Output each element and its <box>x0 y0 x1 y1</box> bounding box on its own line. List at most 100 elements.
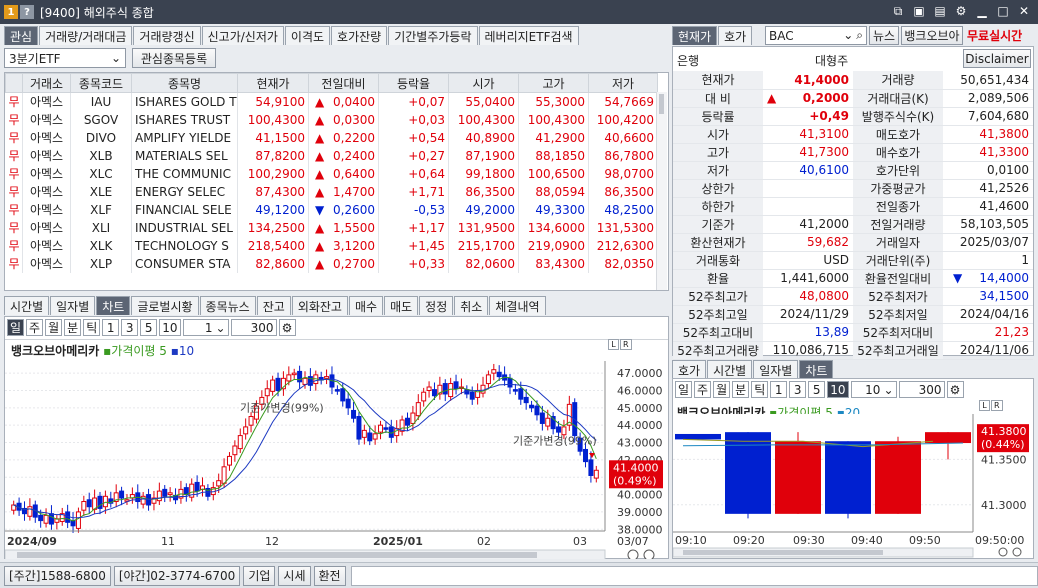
chart-tab-4[interactable]: 종목뉴스 <box>199 296 256 315</box>
table-row[interactable]: 무 아멕스 XLK TECHNOLOGY S 218,5400 ▲ 3,1200 +1,45 2… <box>5 236 658 255</box>
left-tab-7[interactable]: 레버리지ETF검색 <box>478 26 579 45</box>
table-row[interactable]: 무 아멕스 XLP CONSUMER STA 82,8600 ▲ 0,2700 +0,33 82… <box>5 254 658 273</box>
chart-tab-2[interactable]: 차트 <box>96 296 131 315</box>
column-header[interactable]: 현재가 <box>237 73 309 93</box>
left-tab-3[interactable]: 신고가/신저가 <box>201 26 284 45</box>
period-button-3[interactable]: 분 <box>732 381 750 398</box>
intraday-log-toggle[interactable]: L <box>979 400 990 411</box>
search-icon[interactable]: ⌕ <box>856 28 863 42</box>
help-icon[interactable]: ? <box>20 5 34 19</box>
zoom-in-icon[interactable] <box>1012 547 1022 557</box>
chart-tab-10[interactable]: 취소 <box>454 296 489 315</box>
column-header[interactable]: 거래소 <box>22 73 71 93</box>
table-row[interactable]: 무 아멕스 XLF FINANCIAL SELE 49,1200 ▼ 0,2600 -0,53… <box>5 200 658 219</box>
period-button-2[interactable]: 월 <box>45 319 63 336</box>
period-button-7[interactable]: 5 <box>808 381 826 398</box>
group-select[interactable]: 3분기ETF ⌄ <box>4 48 126 68</box>
maximize-icon[interactable]: □ <box>997 4 1009 18</box>
daily-candlestick-chart[interactable]: 47.000046.000045.000044.000043.000042.00… <box>5 339 668 559</box>
quote-tab-0[interactable]: 현재가 <box>672 26 718 45</box>
company-info-button[interactable]: 기업 <box>243 565 276 586</box>
chart-tab-8[interactable]: 매도 <box>384 296 419 315</box>
quote-tab-1[interactable]: 호가 <box>718 26 753 45</box>
column-header[interactable]: 고가 <box>518 73 589 93</box>
period-button-5[interactable]: 1 <box>102 319 120 336</box>
column-header[interactable]: 저가 <box>588 73 658 93</box>
intraday-invert-toggle[interactable]: R <box>991 400 1003 411</box>
period-button-3[interactable]: 분 <box>64 319 82 336</box>
register-watchlist-button[interactable]: 관심종목등록 <box>132 48 216 68</box>
column-header[interactable]: 종목명 <box>131 73 238 93</box>
left-tab-5[interactable]: 호가잔량 <box>331 26 388 45</box>
chart-settings-icon[interactable]: ⚙ <box>946 381 964 398</box>
chart-tab-5[interactable]: 잔고 <box>256 296 291 315</box>
column-header[interactable]: 등락율 <box>378 73 449 93</box>
intraday-candlestick-chart[interactable]: 41.3500 41.3000 41.3800(0.44%) 09:10 09:20 09… <box>673 400 1033 558</box>
exchange-button[interactable]: 환전 <box>313 565 346 586</box>
left-tab-6[interactable]: 기간별주가등락 <box>388 26 478 45</box>
zoom-in-icon[interactable] <box>643 549 655 559</box>
close-icon[interactable]: ✕ <box>1018 4 1030 18</box>
intraday-tab-3[interactable]: 차트 <box>799 360 834 379</box>
zoom-out-icon[interactable] <box>998 547 1008 557</box>
table-row[interactable]: 무 아멕스 DIVO AMPLIFY YIELDE 41,1500 ▲ 0,2200 +0,5… <box>5 128 658 147</box>
minimize-icon[interactable]: ▁ <box>977 4 987 18</box>
left-tab-4[interactable]: 이격도 <box>284 26 331 45</box>
link-icon[interactable]: ⧉ <box>893 3 903 18</box>
intraday-tab-1[interactable]: 시간별 <box>707 360 753 379</box>
left-tab-1[interactable]: 거래량/거래대금 <box>39 26 133 45</box>
chart-tab-7[interactable]: 매수 <box>348 296 384 315</box>
zoom-out-icon[interactable] <box>627 549 639 559</box>
column-header[interactable]: 전일대비 <box>308 73 379 93</box>
vertical-scrollbar[interactable] <box>656 92 667 290</box>
log-scale-toggle[interactable]: L <box>608 339 619 350</box>
chart-tab-9[interactable]: 정정 <box>419 296 454 315</box>
table-row[interactable]: 무 아멕스 XLB MATERIALS SEL 87,8200 ▲ 0,2400 +0,27 8… <box>5 146 658 165</box>
period-button-6[interactable]: 3 <box>121 319 139 336</box>
scrollbar-thumb[interactable] <box>683 550 883 555</box>
day-phone-button[interactable]: [주간]1588-6800 <box>4 565 111 586</box>
table-row[interactable]: 무 아멕스 IAU ISHARES GOLD T 54,9100 ▲ 0,0400 +0,07… <box>5 92 658 111</box>
period-button-5[interactable]: 1 <box>770 381 788 398</box>
period-button-4[interactable]: 틱 <box>751 381 769 398</box>
period-button-2[interactable]: 월 <box>713 381 731 398</box>
period-value-select[interactable]: 10 ⌄ <box>850 381 897 398</box>
chart-tab-3[interactable]: 글로벌시황 <box>131 296 199 315</box>
company-button[interactable]: 뱅크오브아 <box>901 26 963 45</box>
period-button-1[interactable]: 주 <box>26 319 44 336</box>
chart-tab-6[interactable]: 외화잔고 <box>291 296 348 315</box>
disclaimer-button[interactable]: Disclaimer <box>963 49 1031 68</box>
count-input[interactable]: 300 <box>898 381 945 398</box>
intraday-tab-2[interactable]: 일자별 <box>753 360 799 379</box>
period-button-0[interactable]: 일 <box>7 319 25 336</box>
period-button-7[interactable]: 5 <box>140 319 158 336</box>
chart-tab-1[interactable]: 일자별 <box>50 296 96 315</box>
gear-icon[interactable]: ⚙ <box>955 4 967 18</box>
period-button-8[interactable]: 10 <box>159 319 181 336</box>
chart-tab-11[interactable]: 체결내역 <box>489 296 546 315</box>
scrollbar-thumb[interactable] <box>17 552 537 558</box>
symbol-input[interactable]: BAC ⌄ ⌕ <box>765 26 867 45</box>
screen-icon[interactable]: ▣ <box>913 4 925 18</box>
table-row[interactable]: 무 아멕스 XLC THE COMMUNIC 100,2900 ▲ 0,6400 +0,64 9… <box>5 164 658 183</box>
period-button-6[interactable]: 3 <box>789 381 807 398</box>
column-header[interactable]: 시가 <box>448 73 519 93</box>
left-tab-2[interactable]: 거래량갱신 <box>133 26 201 45</box>
period-button-0[interactable]: 일 <box>675 381 693 398</box>
invert-scale-toggle[interactable]: R <box>620 339 632 350</box>
column-header[interactable]: 종목코드 <box>70 73 132 93</box>
left-tab-0[interactable]: 관심 <box>4 26 39 45</box>
period-button-1[interactable]: 주 <box>694 381 712 398</box>
chart-tab-0[interactable]: 시간별 <box>4 296 50 315</box>
period-button-4[interactable]: 틱 <box>83 319 101 336</box>
chart-settings-icon[interactable]: ⚙ <box>278 319 296 336</box>
table-row[interactable]: 무 아멕스 XLE ENERGY SELEC 87,4300 ▲ 1,4700 +1,71 86… <box>5 182 658 201</box>
save-icon[interactable]: ▤ <box>934 4 946 18</box>
period-value-select[interactable]: 1 ⌄ <box>182 319 229 336</box>
count-input[interactable]: 300 <box>230 319 277 336</box>
table-row[interactable]: 무 아멕스 XLI INDUSTRIAL SEL 134,2500 ▲ 1,5500 +1,1… <box>5 218 658 237</box>
night-phone-button[interactable]: [야간]02-3774-6700 <box>113 565 241 586</box>
period-button-8[interactable]: 10 <box>827 381 849 398</box>
intraday-tab-0[interactable]: 호가 <box>672 360 707 379</box>
quote-button[interactable]: 시세 <box>278 565 311 586</box>
